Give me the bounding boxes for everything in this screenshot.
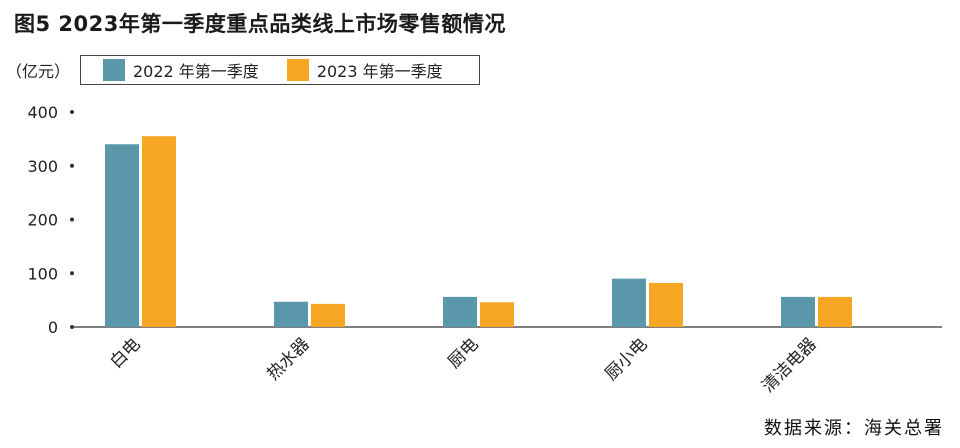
legend-label-2023: 2023 年第一季度 — [316, 62, 443, 81]
y-tick-label: 100 — [27, 264, 58, 283]
y-tick-mark — [70, 217, 74, 222]
legend-swatch-2023 — [286, 59, 309, 81]
chart-title: 图5 2023年第一季度重点品类线上市场零售额情况 — [14, 12, 506, 36]
legend-item-2023: 2023 年第一季度 — [286, 58, 443, 82]
bar-2022 — [781, 296, 815, 327]
legend-swatch-2022 — [103, 59, 125, 81]
y-tick-mark — [70, 325, 74, 329]
bar-2022 — [105, 144, 139, 327]
y-tick-label: 200 — [27, 211, 58, 230]
category-label: 白电 — [106, 334, 144, 372]
bar-2022 — [443, 296, 477, 327]
y-axis-unit: （亿元） — [6, 62, 71, 81]
legend: 2022 年第一季度 2023 年第一季度 — [80, 55, 480, 85]
y-tick-mark — [70, 163, 74, 168]
category-label: 热水器 — [263, 334, 313, 384]
legend-label-2022: 2022 年第一季度 — [133, 62, 259, 81]
bar-2023 — [311, 303, 345, 327]
y-tick-label: 400 — [27, 103, 58, 122]
y-tick-mark — [70, 271, 74, 276]
y-tick-label: 0 — [48, 318, 58, 337]
bar-2022 — [274, 301, 308, 327]
y-tick-label: 300 — [27, 157, 58, 176]
data-source: 数据来源：海关总署 — [764, 418, 944, 439]
legend-item-2022: 2022 年第一季度 — [103, 58, 259, 82]
bar-2022 — [612, 278, 646, 327]
category-label: 清洁电器 — [758, 334, 820, 396]
bar-2023 — [818, 296, 852, 327]
bar-2023 — [480, 302, 514, 327]
y-tick-mark — [70, 110, 74, 114]
category-label: 厨小电 — [601, 334, 651, 384]
bar-2023 — [142, 136, 176, 327]
bar-2023 — [649, 282, 683, 327]
category-label: 厨电 — [444, 334, 482, 372]
